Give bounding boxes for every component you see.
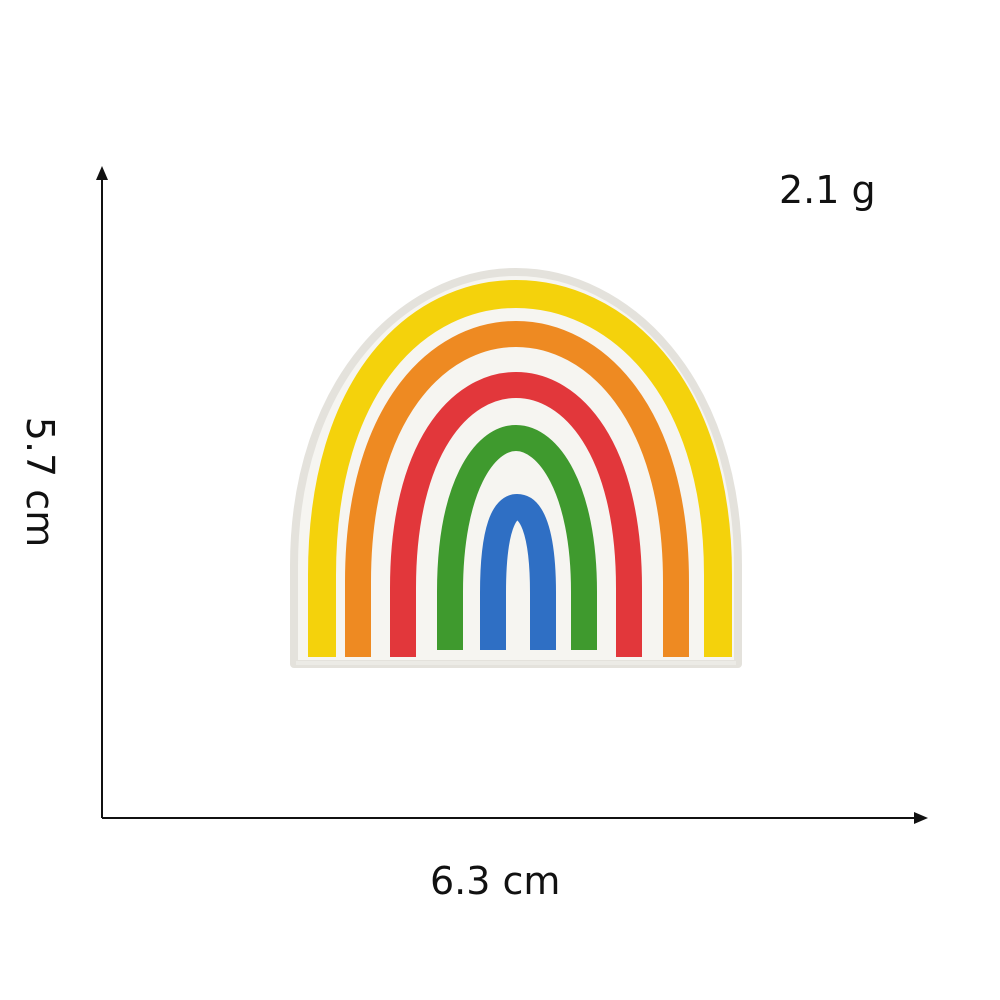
width-axis-arrowhead [914,812,928,824]
stripe-orange [345,320,689,657]
stripe-blue [480,493,556,650]
weight-label: 2.1 g [779,168,876,212]
height-axis-arrowhead [96,166,108,180]
stripe-red [390,371,642,657]
width-label: 6.3 cm [430,859,561,903]
rainbow-patch [290,268,742,668]
stripe-green [437,424,597,650]
height-label: 5.7 cm [18,416,62,548]
stripe-yellow [308,279,732,657]
